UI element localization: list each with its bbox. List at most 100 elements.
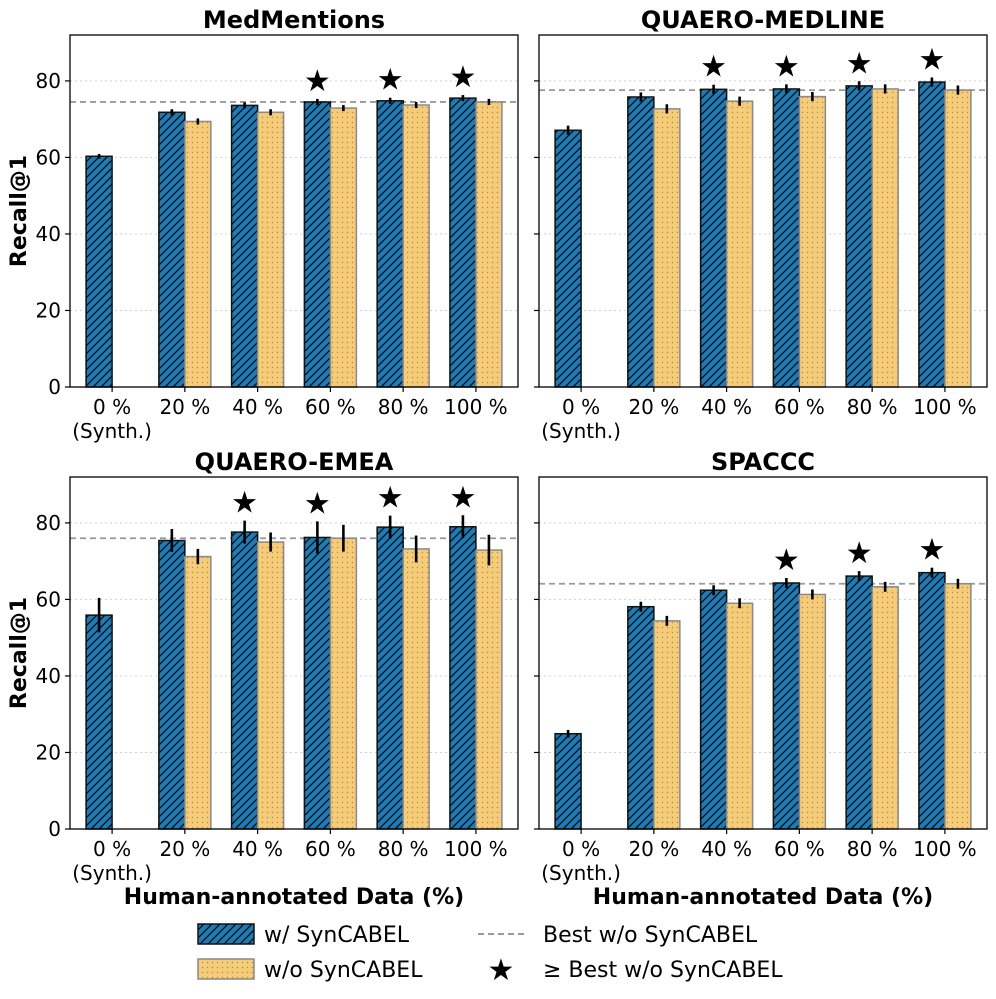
legend-with-syncabel-swatch	[197, 923, 255, 945]
bar-without-syncabel	[944, 89, 972, 388]
legend-without-syncabel-swatch	[197, 958, 255, 980]
chart-title: QUAERO-EMEA	[195, 448, 394, 476]
x-tick-label: 100 %	[913, 395, 977, 419]
legend-with-syncabel-label: w/ SynCABEL	[264, 923, 410, 948]
plot-frame	[538, 34, 988, 388]
x-tick-label: 20 %	[628, 837, 679, 861]
bar-with-syncabel	[303, 536, 332, 830]
bar-without-syncabel	[798, 593, 827, 830]
bar-with-syncabel	[376, 526, 404, 830]
y-tick-label: 60	[36, 587, 61, 611]
star-marker: ★	[449, 480, 476, 515]
chart-panel: QUAERO-MEDLINE 0 %(Synth.) 20 % ★ 40 % ★ 60 % ★…	[534, 6, 988, 443]
bar-with-syncabel	[845, 85, 873, 388]
x-tick-label: 0 %	[562, 837, 600, 861]
star-marker: ★	[700, 50, 727, 85]
bar-without-syncabel	[184, 120, 212, 388]
bar-with-syncabel	[230, 531, 259, 830]
plot-frame	[69, 34, 519, 388]
x-tick-label: 0 %	[93, 395, 131, 419]
star-marker: ★	[231, 486, 258, 521]
bar-without-syncabel	[798, 95, 827, 388]
bar-without-syncabel	[725, 100, 754, 388]
chart-panel: MedMentions 0 20 40 60 80 0 %(Synth.) 20 % 40 % ★…	[36, 6, 519, 443]
x-tick-label: 60 %	[305, 395, 356, 419]
bar-with-syncabel	[554, 129, 582, 388]
x-tick-label: 0 %	[562, 395, 600, 419]
x-tick-label: 40 %	[701, 395, 752, 419]
legend: w/ SynCABEL w/o SynCABEL Best w/o SynCAB…	[197, 923, 783, 988]
x-tick-label: 40 %	[232, 837, 283, 861]
bar-without-syncabel	[402, 104, 430, 388]
y-tick-label: 80	[36, 511, 61, 535]
bar-without-syncabel	[653, 108, 681, 388]
star-marker: ★	[846, 46, 873, 81]
star-marker: ★	[918, 533, 945, 568]
x-tick-label: 80 %	[847, 837, 898, 861]
bar-with-syncabel	[85, 155, 113, 388]
star-marker: ★	[918, 42, 945, 77]
x-tick-label: 20 %	[159, 395, 210, 419]
x-tick-sublabel: (Synth.)	[541, 861, 621, 885]
bar-with-syncabel	[449, 97, 477, 388]
bar-with-syncabel	[230, 104, 259, 388]
y-tick-label: 60	[36, 145, 61, 169]
y-tick-label: 0	[48, 375, 61, 399]
bar-without-syncabel	[329, 107, 358, 388]
bar-with-syncabel	[918, 571, 946, 830]
bar-with-syncabel	[158, 111, 186, 388]
x-tick-sublabel: (Synth.)	[72, 419, 152, 443]
chart-panel: SPACCC 0 %(Synth.) 20 % 40 % ★ 60 % ★ 80 % ★ 100 …	[534, 448, 988, 885]
x-tick-label: 100 %	[444, 395, 508, 419]
bar-with-syncabel	[772, 88, 801, 388]
bar-with-syncabel	[627, 96, 655, 388]
star-marker: ★	[304, 486, 331, 521]
x-axis-label-left: Human-annotated Data (%)	[124, 885, 464, 910]
bar-with-syncabel	[918, 81, 946, 388]
legend-star-label: ≥ Best w/o SynCABEL	[543, 958, 783, 983]
star-marker: ★	[773, 543, 800, 578]
legend-without-syncabel-label: w/o SynCABEL	[264, 958, 423, 983]
x-tick-label: 60 %	[774, 395, 825, 419]
chart-title: MedMentions	[203, 6, 385, 34]
x-axis-label-right: Human-annotated Data (%)	[593, 885, 933, 910]
x-tick-label: 80 %	[847, 395, 898, 419]
star-marker: ★	[377, 63, 404, 98]
plot-frame	[538, 476, 988, 830]
y-tick-label: 20	[36, 740, 61, 764]
x-tick-sublabel: (Synth.)	[541, 419, 621, 443]
bar-with-syncabel	[158, 539, 186, 830]
x-tick-label: 20 %	[159, 837, 210, 861]
bar-with-syncabel	[85, 614, 113, 830]
legend-best-label: Best w/o SynCABEL	[543, 923, 758, 948]
y-axis-label-top: Recall@1	[7, 155, 32, 267]
y-tick-label: 40	[36, 222, 61, 246]
star-marker: ★	[773, 49, 800, 84]
bar-without-syncabel	[871, 88, 899, 388]
bar-without-syncabel	[475, 101, 503, 388]
bar-with-syncabel	[376, 100, 404, 388]
bar-without-syncabel	[944, 582, 972, 830]
star-marker: ★	[449, 60, 476, 95]
legend-star-icon: ★	[488, 953, 515, 988]
bar-with-syncabel	[303, 101, 332, 388]
x-tick-sublabel: (Synth.)	[72, 861, 152, 885]
y-axis-label-bottom: Recall@1	[7, 597, 32, 709]
chart-panel: QUAERO-EMEA 0 20 40 60 80 0 %(Synth.) 20 % ★ 40 %…	[36, 448, 519, 885]
plot-frame	[69, 476, 519, 830]
bar-with-syncabel	[699, 589, 728, 830]
bar-with-syncabel	[845, 575, 873, 830]
x-tick-label: 80 %	[378, 837, 429, 861]
chart-title: QUAERO-MEDLINE	[641, 6, 885, 34]
chart-title: SPACCC	[711, 448, 815, 476]
star-marker: ★	[377, 481, 404, 516]
bar-without-syncabel	[256, 541, 285, 830]
x-tick-label: 40 %	[701, 837, 752, 861]
x-tick-label: 40 %	[232, 395, 283, 419]
bar-with-syncabel	[449, 525, 477, 830]
x-tick-label: 100 %	[444, 837, 508, 861]
bar-with-syncabel	[699, 88, 728, 388]
bar-without-syncabel	[653, 620, 681, 830]
